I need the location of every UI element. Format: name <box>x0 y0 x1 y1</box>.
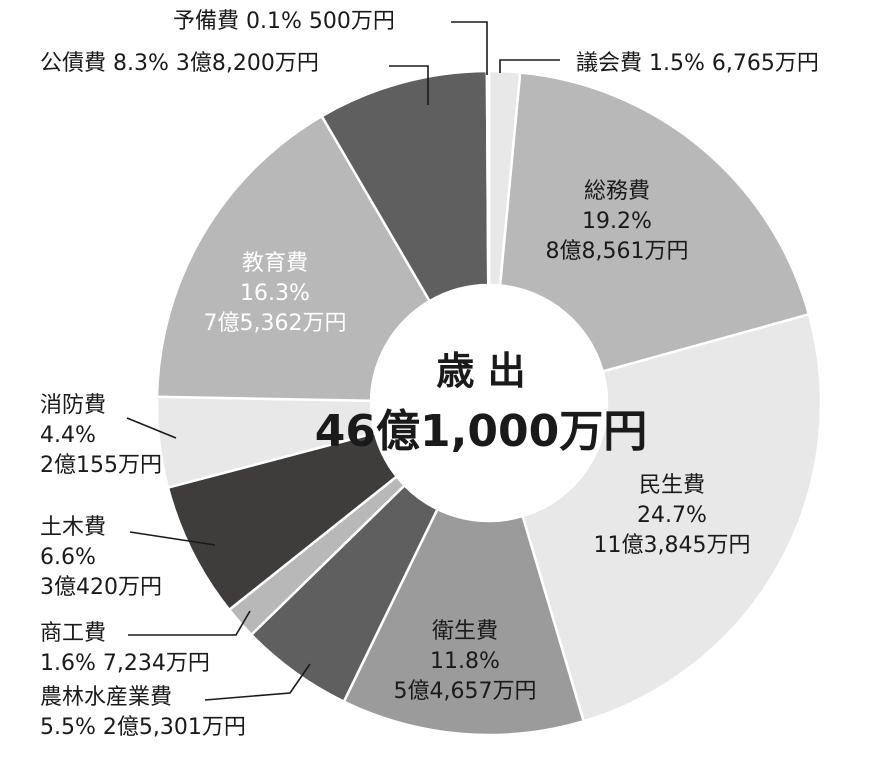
slice-5-amount: 7,234万円 <box>96 651 210 676</box>
slice-label-2-line-2: 11億3,845万円 <box>594 533 751 558</box>
leader-line-10 <box>451 21 488 75</box>
slice-10 <box>485 69 491 287</box>
slice-5-pct_label: 1.6% <box>40 651 96 676</box>
slice-label-1-line-1: 19.2% <box>582 209 652 234</box>
leader-lines <box>126 21 560 701</box>
slice-7-amount: 2億155万円 <box>40 453 162 478</box>
slice-label-4-line-0: 農林水産業費 <box>40 685 172 710</box>
slice-9-pct_label: 8.3% <box>106 51 169 76</box>
slice-label-3-line-0: 衛生費 <box>432 619 498 644</box>
slice-9-amount: 3億8,200万円 <box>169 51 319 76</box>
slice-8 <box>155 114 432 403</box>
leader-line-4 <box>204 663 311 701</box>
slice-2 <box>521 312 823 723</box>
slice-6-pct_label: 6.6% <box>40 545 96 570</box>
leader-line-5 <box>128 610 251 636</box>
slice-label-8-line-1: 16.3% <box>240 281 310 306</box>
slice-3-name: 衛生費 <box>432 619 498 644</box>
slice-6-name: 土木費 <box>40 515 106 540</box>
slice-label-8-line-2: 7億5,362万円 <box>204 311 347 336</box>
slice-6-amount: 3億420万円 <box>40 575 162 600</box>
center-title: 歳 出 <box>436 349 525 393</box>
slice-8-pct_label: 16.3% <box>240 281 310 306</box>
slice-2-name: 民生費 <box>639 473 705 498</box>
slice-7-name: 消防費 <box>40 393 106 418</box>
slice-9 <box>320 69 490 303</box>
slice-3 <box>342 507 586 737</box>
slice-label-9-line-0: 公債費 8.3% 3億8,200万円 <box>40 51 319 76</box>
slice-label-2-line-1: 24.7% <box>637 503 707 528</box>
slice-4-amount: 2億5,301万円 <box>96 715 246 740</box>
slice-label-5-line-1: 1.6% 7,234万円 <box>40 651 210 676</box>
slice-4-name: 農林水産業費 <box>40 685 172 710</box>
slice-10-pct_label: 0.1% <box>239 9 302 34</box>
slice-8-amount: 7億5,362万円 <box>204 311 347 336</box>
slice-5-name: 商工費 <box>40 621 106 646</box>
slice-8-name: 教育費 <box>242 251 308 276</box>
pie-slices <box>155 69 823 737</box>
slice-7-pct_label: 4.4% <box>40 423 96 448</box>
slice-label-0-line-0: 議会費 1.5% 6,765万円 <box>576 51 819 76</box>
slice-label-3-line-2: 5億4,657万円 <box>394 679 537 704</box>
slice-0-amount: 6,765万円 <box>705 51 819 76</box>
slice-label-7-line-1: 4.4% <box>40 423 96 448</box>
slice-label-6-line-2: 3億420万円 <box>40 575 162 600</box>
leader-line-9 <box>389 65 429 105</box>
leader-line-7 <box>126 417 177 439</box>
slice-label-5-line-0: 商工費 <box>40 621 106 646</box>
slice-label-1-line-2: 8億8,561万円 <box>546 239 689 264</box>
slice-10-amount: 500万円 <box>302 9 395 34</box>
slice-label-4-line-1: 5.5% 2億5,301万円 <box>40 715 246 740</box>
leader-line-0 <box>499 59 560 73</box>
slice-3-pct_label: 11.8% <box>430 649 500 674</box>
slice-0-pct_label: 1.5% <box>642 51 705 76</box>
slice-label-7-line-0: 消防費 <box>40 393 106 418</box>
slice-label-1-line-0: 総務費 <box>584 179 650 204</box>
slice-label-2-line-0: 民生費 <box>639 473 705 498</box>
slice-1 <box>498 71 811 374</box>
slice-0-name: 議会費 <box>576 51 642 76</box>
slice-label-7-line-2: 2億155万円 <box>40 453 162 478</box>
center-total: 46億1,000万円 <box>315 406 647 457</box>
slice-9-name: 公債費 <box>40 51 106 76</box>
slice-label-6-line-1: 6.6% <box>40 545 96 570</box>
slice-1-pct_label: 19.2% <box>582 209 652 234</box>
slice-3-amount: 5億4,657万円 <box>394 679 537 704</box>
slice-label-10-line-0: 予備費 0.1% 500万円 <box>173 9 395 34</box>
slice-10-name: 予備費 <box>173 9 239 34</box>
slice-label-8-line-0: 教育費 <box>242 251 308 276</box>
slice-1-amount: 8億8,561万円 <box>546 239 689 264</box>
slice-label-6-line-0: 土木費 <box>40 515 106 540</box>
leader-line-6 <box>129 531 216 546</box>
slice-1-name: 総務費 <box>584 179 650 204</box>
slice-label-3-line-1: 11.8% <box>430 649 500 674</box>
chart-center: 歳 出 46億1,000万円 <box>315 349 647 457</box>
slice-2-pct_label: 24.7% <box>637 503 707 528</box>
slice-4-pct_label: 5.5% <box>40 715 96 740</box>
slice-2-amount: 11億3,845万円 <box>594 533 751 558</box>
